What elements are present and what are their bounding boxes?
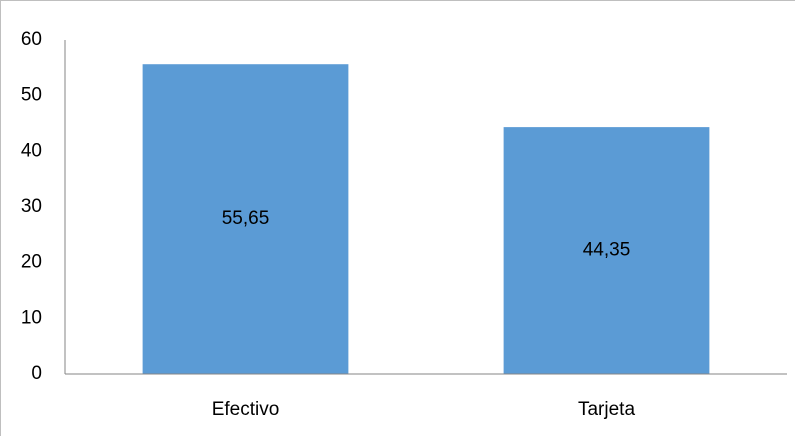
x-tick-label: Efectivo (212, 399, 280, 420)
y-tick-label: 60 (21, 29, 42, 50)
data-label: 44,35 (583, 240, 631, 261)
data-label: 55,65 (222, 208, 270, 229)
x-tick-label: Tarjeta (578, 399, 635, 420)
y-tick-label: 40 (21, 140, 42, 161)
y-tick-label: 0 (31, 363, 42, 384)
bar (142, 64, 349, 374)
y-tick-label: 20 (21, 252, 42, 273)
y-tick-label: 30 (21, 196, 42, 217)
y-tick-label: 10 (21, 307, 42, 328)
y-tick-label: 50 (21, 85, 42, 106)
bar (503, 127, 710, 374)
